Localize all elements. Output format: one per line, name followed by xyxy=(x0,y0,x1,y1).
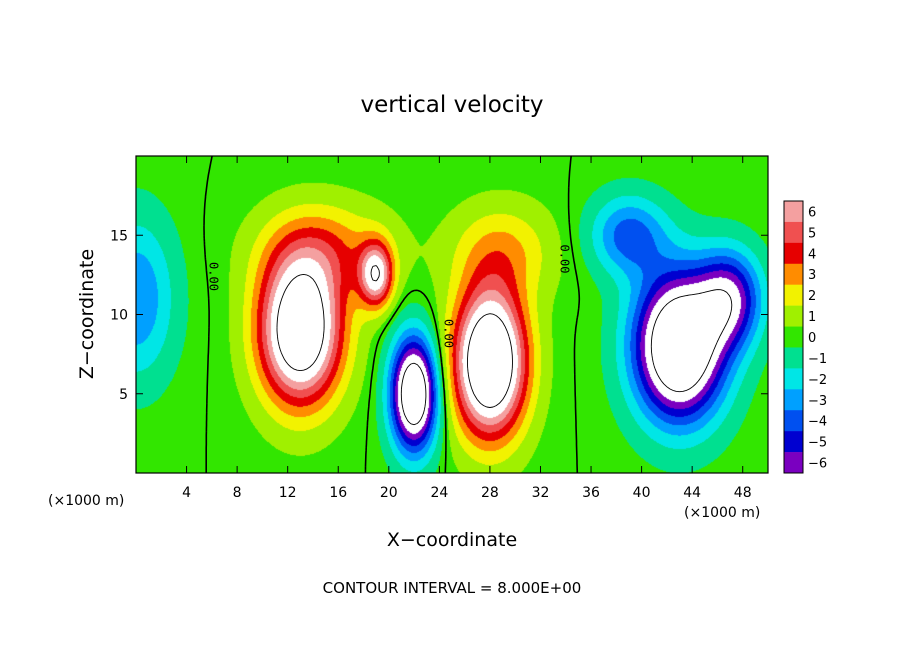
colorbar-swatch xyxy=(784,326,803,348)
colorbar-label: −6 xyxy=(808,457,827,472)
x-tick-label: 32 xyxy=(532,485,550,501)
colorbar-label: −5 xyxy=(808,436,827,451)
colorbar-swatch xyxy=(784,389,803,411)
colorbar-label: 5 xyxy=(808,226,816,241)
colorbar-swatch xyxy=(784,347,803,369)
colorbar-label: 2 xyxy=(808,289,816,304)
x-tick-label: 4 xyxy=(182,485,191,501)
chart-title: vertical velocity xyxy=(361,92,544,118)
x-tick-label: 24 xyxy=(430,485,448,501)
colorbar-swatch xyxy=(784,263,803,285)
colorbar-swatch xyxy=(784,431,803,453)
colorbar-label: −3 xyxy=(808,394,827,409)
x-tick-label: 12 xyxy=(279,485,297,501)
contour-label-3: 0.00 xyxy=(441,319,455,348)
x-tick-label: 48 xyxy=(734,485,752,501)
colorbar-swatch xyxy=(784,221,803,244)
colorbar-swatch xyxy=(784,410,803,432)
y-tick-label: 10 xyxy=(110,308,128,324)
contour-positive xyxy=(276,265,513,408)
x-tick-label: 44 xyxy=(683,485,701,501)
y-tick-label: 5 xyxy=(119,387,128,403)
colorbar-swatch xyxy=(784,201,803,223)
colorbar-frame xyxy=(783,200,804,474)
x-tick-label: 16 xyxy=(329,485,347,501)
colorbar-swatch xyxy=(784,305,803,327)
colorbar-swatch xyxy=(784,284,803,306)
colorbar-swatch xyxy=(784,368,803,390)
x-tick-label: 8 xyxy=(233,485,242,501)
colorbar-label: −1 xyxy=(808,352,827,367)
contour-lines xyxy=(203,156,733,473)
colorbar-swatch xyxy=(784,452,803,474)
x-tick-label: 40 xyxy=(633,485,651,501)
x-tick-label: 36 xyxy=(582,485,600,501)
y-axis: 5 10 15 xyxy=(110,228,768,403)
velocity-field xyxy=(136,156,768,473)
colorbar-label: 3 xyxy=(808,268,816,283)
colorbar-label: −2 xyxy=(808,373,827,388)
x-tick-label: 28 xyxy=(481,485,499,501)
colorbar-label: 4 xyxy=(808,247,816,262)
plot-area xyxy=(136,156,768,473)
y-axis-label: Z−coordinate xyxy=(76,249,98,379)
x-tick-label: 20 xyxy=(380,485,398,501)
y-tick-label: 15 xyxy=(110,228,128,244)
colorbar-label: 0 xyxy=(808,331,816,346)
colorbar-label: 1 xyxy=(808,310,816,325)
colorbar-label: 6 xyxy=(808,206,816,221)
contour-label-1: 0.00 xyxy=(206,262,220,291)
contour-labels: 0.00 0.00 0.00 xyxy=(206,245,571,348)
contour-zero xyxy=(203,156,581,473)
contour-interval-note: CONTOUR INTERVAL = 8.000E+00 xyxy=(323,579,582,597)
colorbar: 6 5 4 3 2 1 0 −1 −2 −3 −4 −5 −6 xyxy=(783,200,827,474)
x-axis: 4 8 12 16 20 24 28 32 36 40 44 48 xyxy=(182,156,752,501)
x-axis-label: X−coordinate xyxy=(387,529,517,551)
colorbar-label: −4 xyxy=(808,415,827,430)
x-unit-label-left: (×1000 m) xyxy=(48,493,124,509)
contour-label-2: 0.00 xyxy=(558,245,572,274)
contour-negative xyxy=(400,289,733,426)
colorbar-swatch xyxy=(784,242,803,265)
x-unit-label-right: (×1000 m) xyxy=(684,505,760,521)
